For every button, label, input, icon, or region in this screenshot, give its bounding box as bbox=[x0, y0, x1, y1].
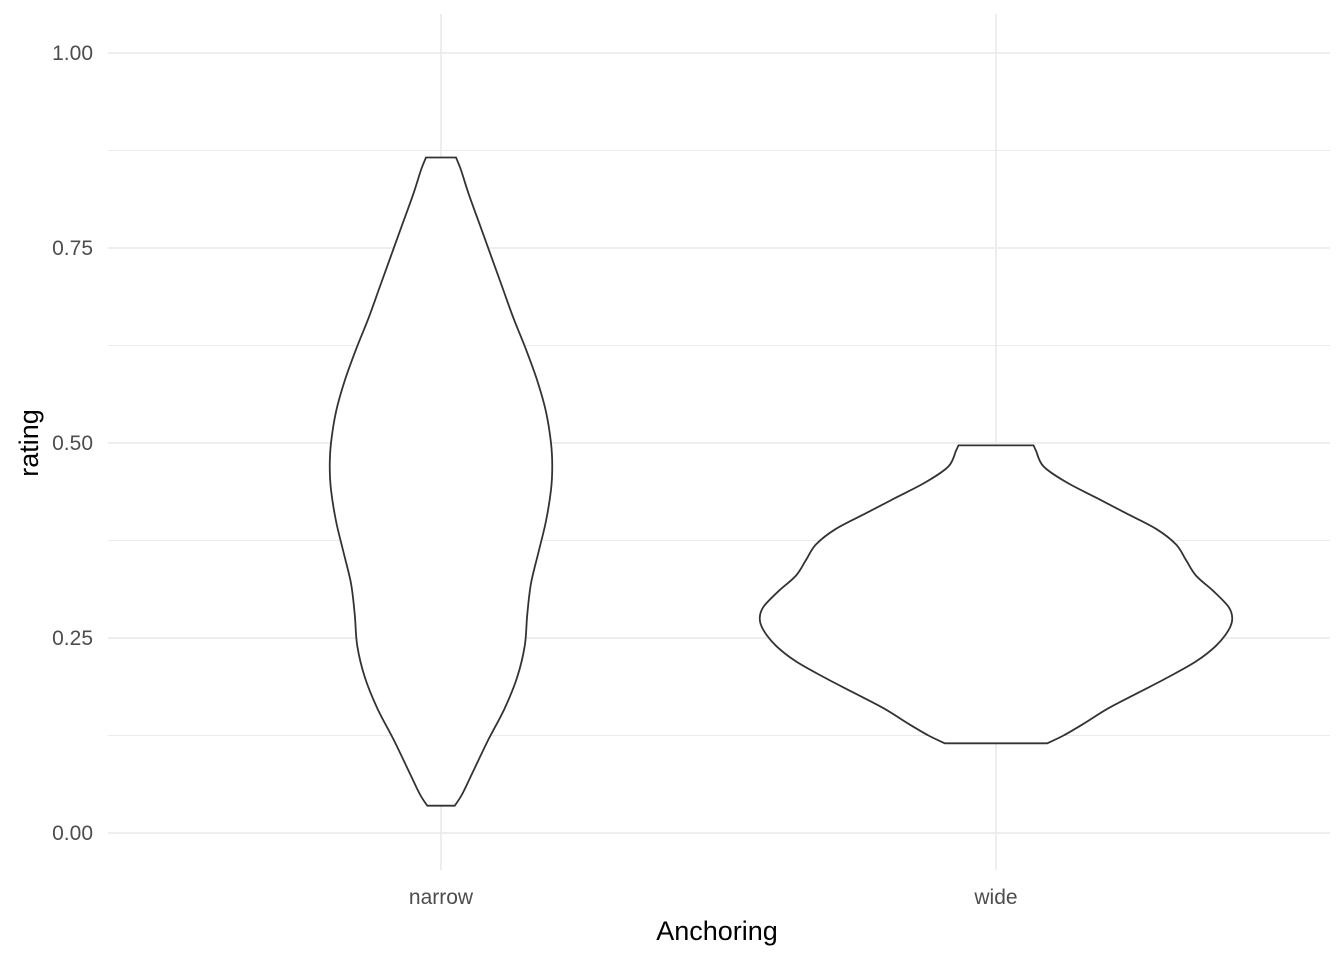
x-tick-labels: narrow wide bbox=[409, 886, 1018, 909]
y-tick-label-0: 0.00 bbox=[52, 822, 93, 845]
y-tick-label-1: 0.25 bbox=[52, 627, 93, 650]
y-tick-labels: 0.00 0.25 0.50 0.75 1.00 bbox=[52, 42, 93, 845]
x-tick-label-wide: wide bbox=[973, 886, 1017, 909]
violins bbox=[328, 156, 1234, 807]
x-axis-title: Anchoring bbox=[656, 916, 778, 946]
y-tick-label-4: 1.00 bbox=[52, 42, 93, 65]
x-tick-label-narrow: narrow bbox=[409, 886, 474, 909]
violin-narrow bbox=[328, 156, 554, 807]
violin-wide bbox=[758, 444, 1234, 745]
y-tick-label-3: 0.75 bbox=[52, 237, 93, 260]
major-gridlines bbox=[108, 14, 1330, 870]
y-axis-title: rating bbox=[14, 409, 44, 477]
y-tick-label-2: 0.50 bbox=[52, 432, 93, 455]
